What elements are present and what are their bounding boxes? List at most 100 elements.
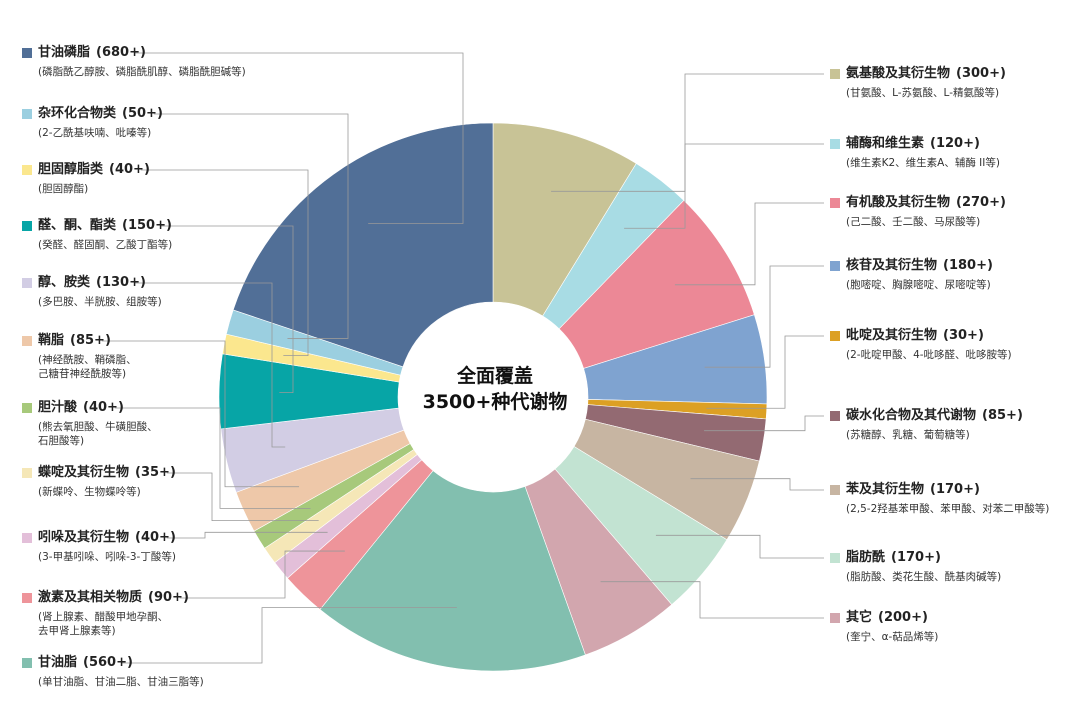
category-count: (40+): [135, 530, 176, 545]
category-count: (560+): [83, 655, 133, 670]
category-label: 杂环化合物类 (50+) (2-乙酰基呋喃、吡嗪等): [22, 106, 163, 140]
category-examples: (新蝶呤、生物蝶呤等): [38, 486, 141, 498]
leader-line: [166, 472, 319, 522]
legend-swatch: [22, 533, 32, 543]
category-examples: (肾上腺素、醋酸甲地孕酮、 去甲肾上腺素等): [38, 611, 169, 637]
center-label: 全面覆盖 3500+种代谢物: [395, 363, 595, 415]
category-title: 苯及其衍生物 (170+): [830, 482, 1049, 498]
category-count: (150+): [122, 218, 172, 233]
leader-line: [101, 340, 300, 488]
category-name: 有机酸及其衍生物: [846, 195, 951, 210]
category-title: 甘油脂 (560+): [22, 655, 204, 671]
category-count: (130+): [96, 275, 146, 290]
category-examples: (磷脂酰乙醇胺、磷脂酰肌醇、磷脂酰胆碱等): [38, 66, 246, 78]
category-label: 胆固醇脂类 (40+) (胆固醇酯): [22, 162, 150, 196]
pie-slice: [232, 122, 494, 368]
legend-swatch: [830, 485, 840, 495]
legend-swatch: [22, 165, 32, 175]
center-subtitle: 3500+种代谢物: [422, 391, 568, 413]
category-name: 辅酶和维生素: [846, 136, 925, 151]
leader-line: [166, 531, 328, 539]
leader-line: [140, 169, 309, 357]
legend-swatch: [830, 139, 840, 149]
category-name: 脂肪酰: [846, 550, 886, 565]
category-name: 蝶啶及其衍生物: [38, 465, 130, 480]
category-name: 激素及其相关物质: [38, 590, 143, 605]
category-count: (120+): [930, 136, 980, 151]
category-examples: (熊去氧胆酸、牛磺胆酸、 石胆酸等): [38, 421, 158, 447]
pie-slice: [319, 470, 586, 672]
category-examples: (甘氨酸、L-苏氨酸、L-精氨酸等): [846, 87, 1000, 99]
category-label: 醛、酮、酯类 (150+) (癸醛、醛固酮、乙酸丁酯等): [22, 218, 172, 252]
category-title: 吡啶及其衍生物 (30+): [830, 328, 1012, 344]
legend-swatch: [830, 261, 840, 271]
category-count: (680+): [96, 45, 146, 60]
category-title: 胆汁酸 (40+): [22, 400, 158, 416]
category-examples: (奎宁、α-萜品烯等): [846, 631, 939, 643]
category-name: 核苷及其衍生物: [846, 258, 938, 273]
center-title: 全面覆盖: [456, 365, 533, 387]
legend-swatch: [830, 411, 840, 421]
category-count: (40+): [83, 400, 124, 415]
category-title: 胆固醇脂类 (40+): [22, 162, 150, 178]
category-examples: (己二酸、壬二酸、马尿酸等): [846, 216, 981, 228]
category-examples: (苏糖醇、乳糖、葡萄糖等): [846, 429, 970, 441]
leader-line: [134, 282, 286, 448]
leader-line: [690, 478, 824, 491]
category-name: 吲哚及其衍生物: [38, 530, 130, 545]
category-count: (90+): [148, 590, 189, 605]
legend-swatch: [830, 613, 840, 623]
legend-swatch: [22, 221, 32, 231]
legend-swatch: [830, 331, 840, 341]
category-title: 鞘脂 (85+): [22, 333, 137, 349]
category-count: (170+): [891, 550, 941, 565]
category-count: (200+): [878, 610, 928, 625]
legend-swatch: [830, 69, 840, 79]
category-title: 氨基酸及其衍生物 (300+): [830, 66, 1006, 82]
category-name: 其它: [846, 610, 873, 625]
category-label: 鞘脂 (85+) (神经酰胺、鞘磷脂、 己糖苷神经酰胺等): [22, 333, 137, 381]
category-label: 苯及其衍生物 (170+) (2,5-2羟基苯甲酸、苯甲酸、对苯二甲酸等): [830, 482, 1049, 516]
category-label: 吡啶及其衍生物 (30+) (2-吡啶甲酸、4-吡哆醛、吡哆胺等): [830, 328, 1012, 362]
category-name: 胆汁酸: [38, 400, 78, 415]
category-title: 吲哚及其衍生物 (40+): [22, 530, 176, 546]
leader-line: [114, 407, 311, 509]
leader-line: [121, 607, 457, 664]
category-label: 甘油脂 (560+) (单甘油脂、甘油二脂、甘油三脂等): [22, 655, 204, 689]
category-label: 吲哚及其衍生物 (40+) (3-甲基吲哚、吲哚-3-丁酸等): [22, 530, 176, 564]
leader-line: [551, 73, 824, 192]
category-examples: (胞嘧啶、胸腺嘧啶、尿嘧啶等): [846, 279, 991, 291]
category-title: 碳水化合物及其代谢物 (85+): [830, 408, 1023, 424]
leader-line: [655, 534, 824, 559]
category-label: 甘油磷脂 (680+) (磷脂酰乙醇胺、磷脂酰肌醇、磷脂酰胆碱等): [22, 45, 246, 79]
category-name: 苯及其衍生物: [846, 482, 925, 497]
category-count: (85+): [982, 408, 1023, 423]
category-count: (170+): [930, 482, 980, 497]
legend-swatch: [22, 593, 32, 603]
category-label: 胆汁酸 (40+) (熊去氧胆酸、牛磺胆酸、 石胆酸等): [22, 400, 158, 448]
category-name: 甘油脂: [38, 655, 78, 670]
category-title: 激素及其相关物质 (90+): [22, 590, 189, 606]
category-name: 醇、胺类: [38, 275, 91, 290]
category-title: 脂肪酰 (170+): [830, 550, 1001, 566]
category-title: 甘油磷脂 (680+): [22, 45, 246, 61]
category-label: 蝶啶及其衍生物 (35+) (新蝶呤、生物蝶呤等): [22, 465, 176, 499]
leader-line: [600, 581, 824, 619]
category-examples: (维生素K2、维生素A、辅酶 II等): [846, 157, 1000, 169]
legend-swatch: [22, 278, 32, 288]
category-label: 氨基酸及其衍生物 (300+) (甘氨酸、L-苏氨酸、L-精氨酸等): [830, 66, 1006, 100]
category-title: 核苷及其衍生物 (180+): [830, 258, 993, 274]
category-examples: (神经酰胺、鞘磷脂、 己糖苷神经酰胺等): [38, 354, 137, 380]
category-name: 鞘脂: [38, 333, 65, 348]
leader-line: [160, 225, 294, 393]
category-count: (40+): [109, 162, 150, 177]
category-examples: (3-甲基吲哚、吲哚-3-丁酸等): [38, 551, 176, 563]
category-count: (270+): [956, 195, 1006, 210]
category-examples: (2,5-2羟基苯甲酸、苯甲酸、对苯二甲酸等): [846, 503, 1050, 515]
category-name: 甘油磷脂: [38, 45, 91, 60]
category-title: 辅酶和维生素 (120+): [830, 136, 1000, 152]
legend-swatch: [830, 198, 840, 208]
category-name: 杂环化合物类: [38, 106, 117, 121]
category-title: 蝶啶及其衍生物 (35+): [22, 465, 176, 481]
category-label: 碳水化合物及其代谢物 (85+) (苏糖醇、乳糖、葡萄糖等): [830, 408, 1023, 442]
